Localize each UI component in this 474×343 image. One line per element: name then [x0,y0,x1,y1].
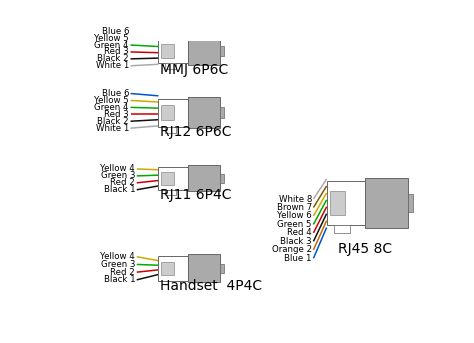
Bar [161,261,174,275]
Bar [188,255,220,282]
Text: Yellow 4: Yellow 4 [100,165,135,174]
Text: RJ45 8C: RJ45 8C [338,242,392,256]
Text: Red 4: Red 4 [287,228,312,237]
Bar [220,174,224,183]
Text: Green 3: Green 3 [100,172,135,180]
Bar [161,105,174,120]
Text: Red 3: Red 3 [104,47,129,57]
Text: RJ11 6P4C: RJ11 6P4C [160,188,231,202]
Text: Green 3: Green 3 [100,260,135,269]
Bar [158,39,188,63]
Bar [365,178,408,228]
Bar [220,264,224,273]
Bar [327,180,365,225]
Text: Black 2: Black 2 [97,55,129,63]
Bar [158,167,188,190]
Text: Brown 7: Brown 7 [277,203,312,212]
Bar [158,99,188,127]
Text: Red 2: Red 2 [110,178,135,187]
Text: Orange 2: Orange 2 [272,245,312,254]
Text: White 1: White 1 [96,61,129,70]
Text: Black 3: Black 3 [280,237,312,246]
Bar [161,172,174,185]
Text: Blue 1: Blue 1 [284,254,312,263]
Text: RJ12 6P6C: RJ12 6P6C [160,125,231,139]
Bar [165,63,176,69]
Bar [161,44,174,58]
Bar [408,194,413,212]
Text: Green 5: Green 5 [277,220,312,229]
Text: Yellow 5: Yellow 5 [94,96,129,105]
Text: White 8: White 8 [279,194,312,203]
Bar [220,107,224,118]
Bar [158,256,188,281]
Bar [220,46,224,56]
Text: Yellow 4: Yellow 4 [100,252,135,261]
Text: Black 2: Black 2 [97,117,129,126]
Bar [165,127,176,133]
Text: Red 2: Red 2 [110,268,135,277]
Text: Black 1: Black 1 [104,185,135,194]
Bar [188,37,220,65]
Text: Green 4: Green 4 [94,103,129,112]
Text: Blue 6: Blue 6 [101,27,129,36]
Bar [165,190,176,195]
Bar [330,191,345,215]
Text: Black 1: Black 1 [104,275,135,284]
Text: MMJ 6P6C: MMJ 6P6C [160,63,228,78]
Bar [188,165,220,191]
Text: Yellow 5: Yellow 5 [94,34,129,43]
Text: Handset  4P4C: Handset 4P4C [160,279,262,293]
Text: White 1: White 1 [96,124,129,133]
Bar [188,97,220,128]
Text: Blue 6: Blue 6 [101,89,129,98]
Text: Yellow 6: Yellow 6 [277,211,312,221]
Text: Red 3: Red 3 [104,110,129,119]
Bar [334,225,350,233]
Text: Green 4: Green 4 [94,40,129,49]
